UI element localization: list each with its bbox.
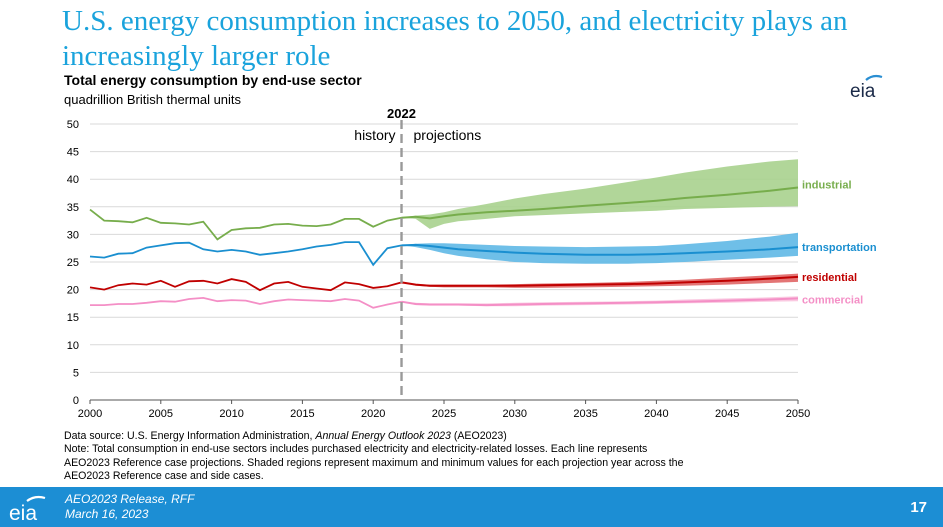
transportation-history-line: [89, 241, 402, 267]
transportation-range-band: [401, 232, 798, 264]
chart-notes: Data source: U.S. Energy Information Adm…: [64, 430, 824, 484]
x-tick-label: 2025: [432, 408, 456, 420]
commercial-range-band: [401, 296, 798, 307]
footer-bar: eia AEO2023 Release, RFF March 16, 2023 …: [0, 487, 943, 527]
source-prefix: Data source: U.S. Energy Information Adm…: [64, 430, 316, 442]
residential-projection-line: [401, 275, 799, 287]
transportation-series-label: transportation: [802, 242, 877, 254]
residential-history-line: [89, 278, 402, 292]
y-tick-label: 20: [67, 285, 79, 297]
y-tick-label: 30: [67, 229, 79, 241]
industrial-projection-line: [401, 186, 799, 220]
y-tick-label: 10: [67, 340, 79, 352]
footer-line-2: March 16, 2023: [65, 507, 149, 521]
x-tick-label: 2045: [715, 408, 739, 420]
data-source-line: Data source: U.S. Energy Information Adm…: [64, 430, 824, 443]
y-tick-label: 0: [73, 395, 79, 407]
eia-logo-footer-arc: [26, 495, 46, 502]
x-tick-label: 2005: [149, 408, 173, 420]
chart-subtitle: quadrillion British thermal units: [64, 92, 242, 107]
y-tick-label: 5: [73, 367, 79, 379]
residential-series-label: residential: [802, 272, 857, 284]
y-tick-label: 35: [67, 202, 79, 214]
page-number: 17: [910, 499, 927, 516]
transportation-projection-line: [401, 243, 799, 256]
residential-range-band: [401, 273, 798, 288]
footer-text: AEO2023 Release, RFF March 16, 2023: [65, 492, 194, 522]
note-line: AEO2023 Reference case and side cases.: [64, 470, 264, 483]
note-line: Note: Total consumption in end-use secto…: [64, 443, 648, 456]
y-tick-label: 15: [67, 312, 79, 324]
industrial-series-label: industrial: [802, 179, 852, 191]
x-tick-label: 2040: [644, 408, 668, 420]
commercial-history-line: [90, 296, 402, 309]
history-label: history: [354, 127, 395, 143]
eia-logo-footer: eia: [9, 495, 46, 523]
eia-logo-arc: [865, 74, 883, 81]
x-tick-label: 2030: [503, 408, 527, 420]
commercial-series-label: commercial: [802, 294, 863, 306]
projections-label: projections: [414, 127, 482, 143]
chart-title: Total energy consumption by end-use sect…: [64, 72, 362, 88]
y-tick-label: 45: [67, 147, 79, 159]
x-tick-label: 2015: [290, 408, 314, 420]
x-tick-label: 2050: [786, 408, 810, 420]
x-tick-label: 2000: [78, 408, 102, 420]
source-title: Annual Energy Outlook 2023: [315, 430, 451, 442]
eia-logo-footer-text: eia: [9, 502, 37, 523]
footer-line-1: AEO2023 Release, RFF: [65, 492, 195, 506]
x-tick-label: 2035: [573, 408, 597, 420]
y-tick-label: 25: [67, 257, 79, 269]
y-tick-label: 50: [67, 119, 79, 131]
eia-logo-text: eia: [850, 81, 876, 100]
source-suffix: (AEO2023): [450, 430, 507, 442]
y-tick-label: 40: [67, 174, 79, 186]
eia-logo-top: eia: [850, 74, 883, 100]
divider-year-label: 2022: [387, 106, 416, 121]
industrial-history-line: [89, 208, 402, 241]
x-tick-label: 2020: [361, 408, 385, 420]
note-line: AEO2023 Reference case projections. Shad…: [64, 456, 684, 469]
x-tick-label: 2010: [219, 408, 243, 420]
slide-title: U.S. energy consumption increases to 205…: [62, 5, 848, 72]
commercial-projection-line: [401, 297, 799, 307]
